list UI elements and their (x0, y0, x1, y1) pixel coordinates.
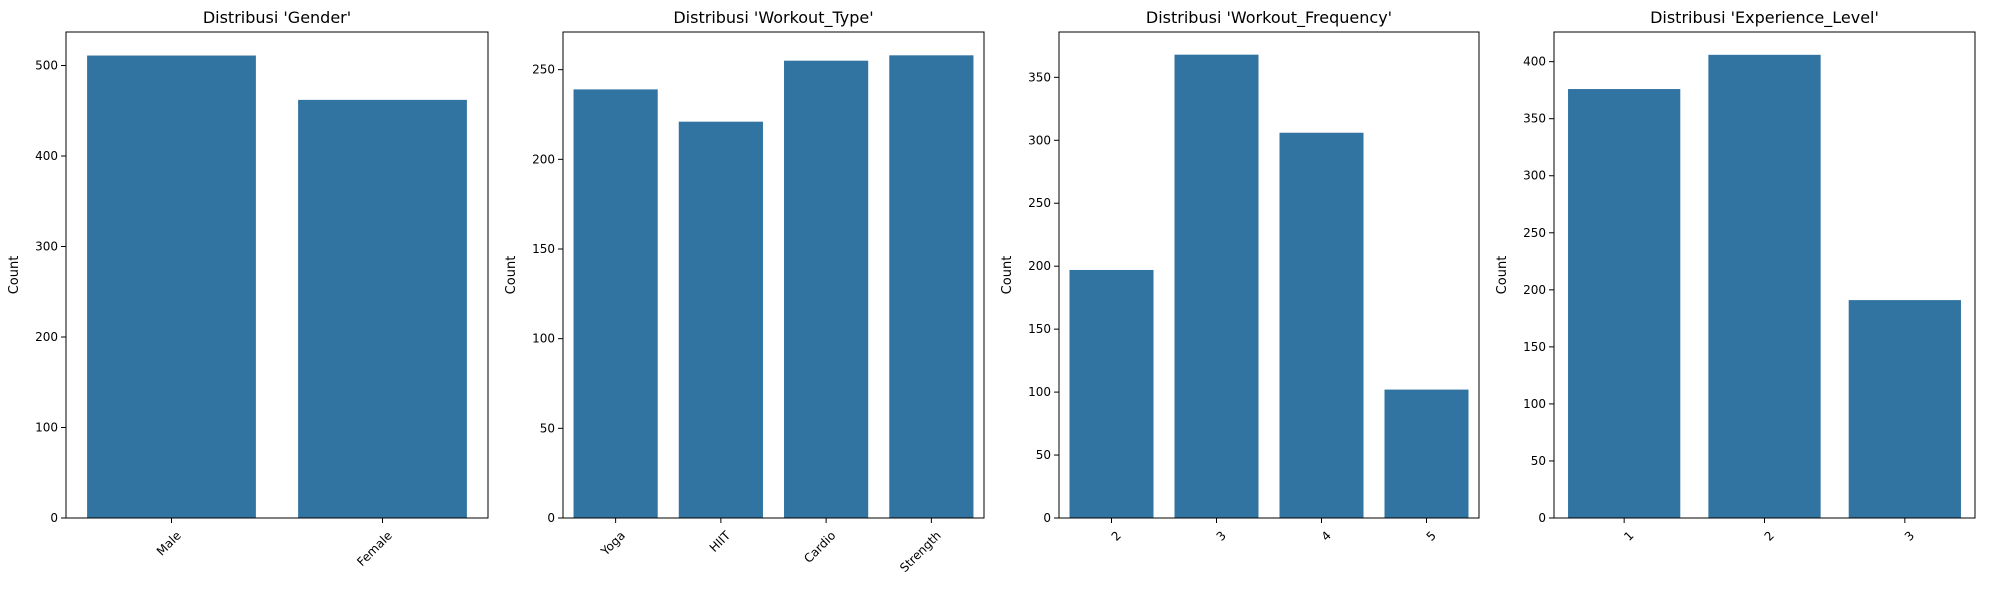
y-tick-label: 300 (1028, 133, 1051, 147)
y-tick-label: 50 (540, 421, 555, 435)
y-tick-label: 200 (1028, 259, 1051, 273)
chart-panel-4: 0 50 100 150 200 250 300 350 400 1 2 3 Distribusi 'E… (1495, 8, 1976, 544)
y-tick-label: 50 (1531, 454, 1546, 468)
x-tick-label: Female (354, 528, 395, 569)
y-tick-label: 150 (532, 242, 555, 256)
x-tick-label: HIIT (707, 528, 734, 555)
chart-title: Distribusi 'Experience_Level' (1650, 8, 1879, 28)
y-tick-label: 0 (1043, 511, 1051, 525)
chart-title: Distribusi 'Workout_Type' (673, 8, 873, 28)
bar-Strength (889, 55, 974, 519)
y-tick-label: 200 (1523, 283, 1546, 297)
x-tick-label: Male (154, 528, 184, 558)
chart-title: Distribusi 'Gender' (203, 8, 351, 27)
chart-panel-2: 0 50 100 150 200 250 Yoga HIIT Cardio Strength Dis… (504, 8, 985, 575)
y-tick-label: 350 (1523, 112, 1546, 126)
y-tick-label: 300 (35, 239, 58, 253)
x-tick-label: 1 (1621, 528, 1636, 543)
bar-2 (1708, 54, 1821, 518)
bar-3 (1848, 300, 1961, 518)
x-tick-label: Strength (897, 528, 944, 575)
y-axis-label: Count (504, 256, 519, 295)
chart-title: Distribusi 'Workout_Frequency' (1146, 8, 1392, 28)
x-tick-label: 3 (1902, 528, 1917, 543)
y-tick-label: 0 (50, 511, 58, 525)
y-tick-label: 250 (1523, 226, 1546, 240)
x-tick-label: 3 (1214, 528, 1229, 543)
bar-Male (87, 55, 256, 518)
y-tick-label: 500 (35, 58, 58, 72)
y-tick-label: 0 (547, 511, 555, 525)
y-tick-label: 150 (1028, 322, 1051, 336)
x-tick-label: 2 (1762, 528, 1777, 543)
y-axis-label: Count (7, 256, 22, 295)
y-axis-label: Count (1495, 256, 1510, 295)
x-tick-label: 5 (1424, 528, 1439, 543)
axes-frame (1058, 31, 1480, 519)
y-tick-label: 100 (532, 332, 555, 346)
bar-1 (1568, 89, 1681, 518)
x-tick-label: 2 (1109, 528, 1124, 543)
y-tick-label: 400 (35, 149, 58, 163)
y-tick-label: 100 (1523, 397, 1546, 411)
y-tick-label: 350 (1028, 70, 1051, 84)
bar-Female (298, 99, 467, 518)
x-tick-label: Cardio (801, 528, 838, 565)
axes-frame (65, 31, 489, 519)
y-tick-label: 250 (1028, 196, 1051, 210)
y-tick-label: 150 (1523, 340, 1546, 354)
bar-3 (1174, 54, 1259, 518)
y-tick-label: 300 (1523, 169, 1546, 183)
y-tick-label: 200 (532, 152, 555, 166)
bar-Yoga (573, 89, 658, 518)
bar-5 (1384, 389, 1469, 518)
y-tick-label: 100 (35, 420, 58, 434)
y-tick-label: 50 (1036, 448, 1051, 462)
chart-panel-3: 0 50 100 150 200 250 300 350 2 3 4 5 Distribusi 'Wor… (1000, 8, 1480, 544)
x-tick-label: Yoga (598, 528, 628, 558)
x-tick-label: 4 (1319, 528, 1334, 543)
axes-frame (562, 31, 985, 519)
chart-panel-1: 0 100 200 300 400 500 Male Female Distribusi 'Ge… (7, 8, 489, 569)
y-tick-label: 0 (1538, 511, 1546, 525)
bar-HIIT (678, 121, 763, 519)
y-tick-label: 400 (1523, 55, 1546, 69)
y-tick-label: 250 (532, 63, 555, 77)
bar-2 (1069, 269, 1154, 518)
bar-4 (1279, 132, 1364, 519)
bar-Cardio (784, 60, 869, 518)
y-tick-label: 100 (1028, 385, 1051, 399)
y-axis-label: Count (1000, 256, 1015, 295)
y-tick-label: 200 (35, 330, 58, 344)
